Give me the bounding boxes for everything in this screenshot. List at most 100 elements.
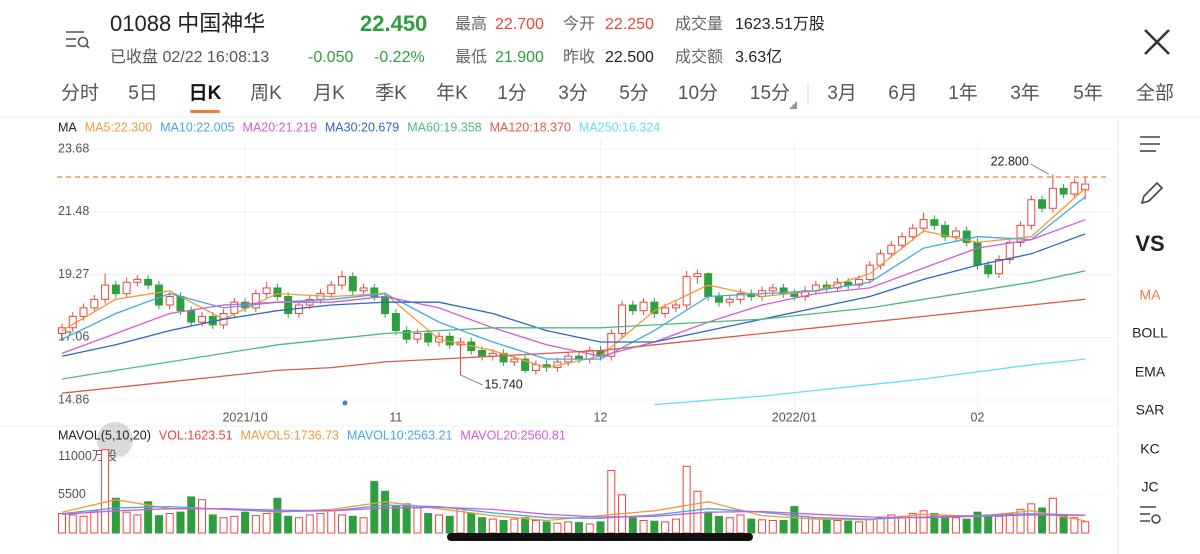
volume-bar (736, 514, 745, 534)
candle-body (671, 304, 680, 309)
indicator-option[interactable]: KC (1140, 441, 1159, 457)
candle-body (865, 264, 874, 280)
ma-line (61, 506, 1086, 519)
volume-bar (165, 513, 174, 534)
period-tab[interactable]: 5日 (128, 83, 158, 104)
range-tab[interactable]: 3年 (1010, 82, 1040, 104)
indicator-option[interactable]: MA (1140, 287, 1162, 303)
candle-body (1027, 199, 1036, 226)
price-change: -0.050 (308, 49, 353, 66)
candle-body (198, 315, 207, 323)
volume-bar (984, 514, 993, 534)
range-tab[interactable]: 全部 (1136, 82, 1174, 104)
range-tab[interactable]: 5年 (1073, 82, 1103, 104)
volume-bar (574, 522, 583, 534)
candle-body (251, 293, 260, 309)
tab-underline (190, 110, 220, 113)
candle-body (693, 273, 702, 278)
volume-bar (58, 513, 66, 534)
candle-body (919, 219, 928, 229)
volume-bar (122, 511, 131, 534)
legend-entry: MA250:16.324 (579, 120, 660, 134)
period-tab[interactable]: 1分 (497, 82, 527, 104)
range-tab[interactable]: 1年 (948, 82, 978, 104)
volume-bar (79, 515, 88, 534)
menu-icon[interactable] (1140, 136, 1160, 152)
volume-bar (478, 517, 487, 534)
volume-bar (251, 515, 260, 534)
x-tick-label: 2022/01 (772, 410, 817, 424)
volume-bar (338, 514, 347, 534)
volume-bar (790, 506, 799, 534)
candle-body (618, 304, 627, 334)
candle-body (402, 330, 411, 340)
close-stroke (1144, 29, 1170, 55)
candle-body (413, 332, 422, 340)
period-tab[interactable]: 3分 (558, 82, 588, 104)
volume-bar (176, 511, 185, 534)
ma-line (61, 270, 1086, 380)
volume-bar (1081, 521, 1090, 534)
candle-body (908, 227, 917, 238)
y-tick-label: 14.86 (58, 392, 89, 406)
candle-body (1005, 241, 1014, 260)
volume-bar (327, 510, 336, 534)
volume-bar (1038, 507, 1047, 534)
volume-bar (585, 523, 594, 534)
volume-bar (628, 517, 637, 534)
volume-bar (488, 518, 497, 534)
close-button[interactable] (1144, 29, 1170, 55)
period-tab[interactable]: 年K (436, 82, 468, 104)
legend-entry: MA60:19.358 (407, 120, 481, 134)
volume-bar (854, 521, 863, 534)
period-tab[interactable]: 月K (313, 83, 345, 104)
candle-body (941, 224, 950, 238)
settings-icon[interactable] (1140, 506, 1161, 524)
x-tick-label: 11 (389, 410, 402, 424)
period-tab[interactable]: 10分 (678, 82, 718, 104)
pencil-icon[interactable] (1140, 181, 1164, 205)
ma-line (61, 219, 1086, 357)
candle-body (359, 287, 368, 292)
period-tab[interactable]: 15分 (750, 82, 790, 104)
candle-body (90, 298, 99, 309)
volume-bar (553, 522, 562, 534)
indicator-option[interactable]: BOLL (1132, 325, 1168, 341)
volume-bar (90, 510, 99, 534)
indicator-option[interactable]: JC (1141, 479, 1158, 495)
volume-bar (725, 517, 734, 534)
last-price: 22.450 (360, 11, 427, 36)
icon-circle (77, 36, 89, 48)
list-search-icon[interactable] (66, 31, 90, 49)
volume-bar (973, 511, 982, 534)
indicator-option[interactable]: SAR (1136, 402, 1165, 418)
legend-entry: MAVOL5:1736.73 (241, 428, 339, 442)
volume-bar (381, 490, 390, 534)
volume-bar (779, 520, 788, 534)
candle-body (725, 298, 734, 303)
candle-body (790, 293, 799, 297)
volume-bar (908, 513, 917, 534)
stat-value: 21.900 (495, 49, 544, 66)
candle-body (628, 304, 637, 312)
volume-bar (305, 514, 314, 534)
period-tab[interactable]: 分时 (61, 82, 99, 104)
candle-body (930, 219, 939, 226)
ma-line (61, 233, 1086, 357)
volume-bar (542, 521, 551, 534)
range-tab[interactable]: 3月 (827, 83, 857, 104)
period-tab[interactable]: 日K (189, 83, 222, 104)
stat-label: 今开 (563, 15, 595, 33)
volume-bar (822, 518, 831, 534)
volume-bar (714, 515, 723, 534)
range-tab[interactable]: 6月 (888, 83, 918, 104)
volume-bar (391, 506, 400, 534)
period-tab[interactable]: 5分 (619, 82, 649, 104)
candle-body (58, 327, 66, 334)
legend-title: MAVOL(5,10,20) (58, 428, 151, 442)
candle-body (424, 332, 433, 343)
period-tab[interactable]: 周K (250, 83, 282, 104)
indicator-option[interactable]: VS (1135, 231, 1164, 256)
period-tab[interactable]: 季K (375, 82, 407, 104)
indicator-option[interactable]: EMA (1135, 364, 1166, 380)
